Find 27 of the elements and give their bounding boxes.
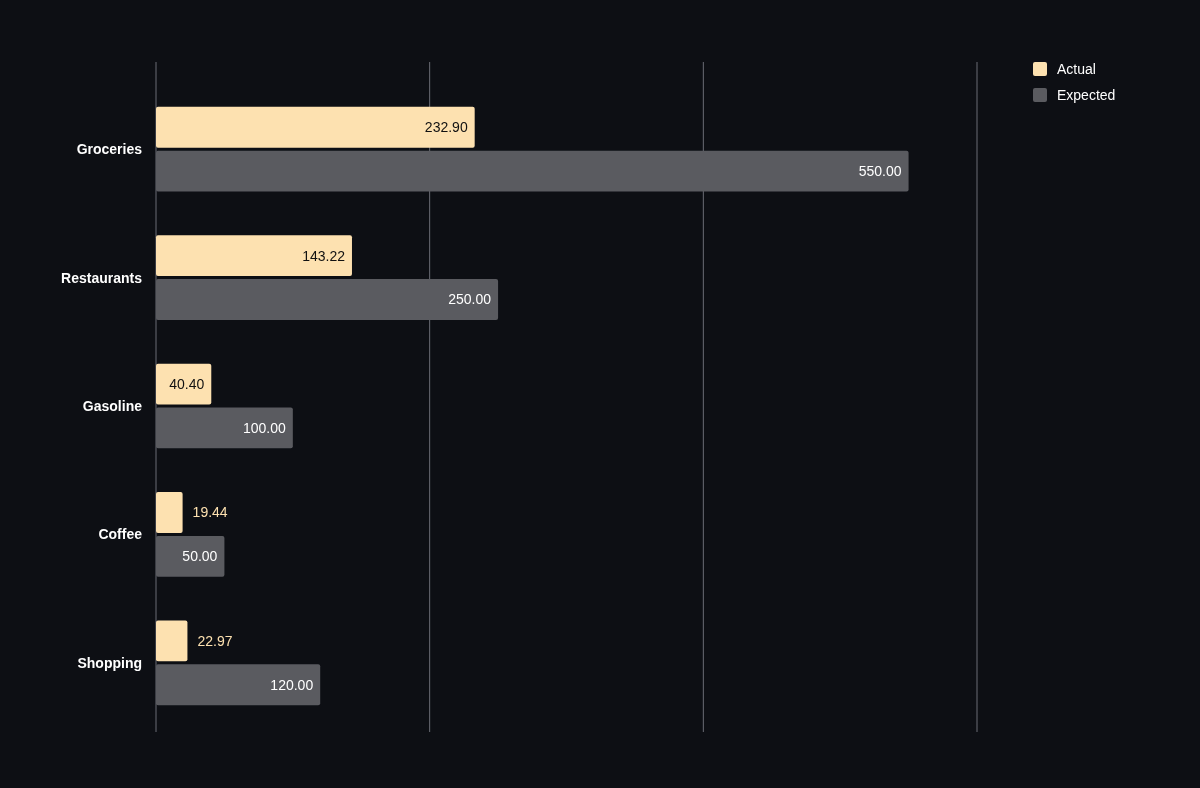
bar: [156, 664, 321, 706]
bar: [156, 363, 212, 405]
bar: [156, 150, 909, 192]
y-tick-label: Coffee: [98, 526, 143, 543]
legend-label: Expected: [1057, 86, 1116, 103]
data-label: 22.97: [197, 632, 233, 649]
bar: [156, 620, 188, 662]
data-label: 40.40: [169, 375, 205, 392]
y-tick-label: Shopping: [77, 654, 142, 671]
data-label: 232.90: [424, 119, 468, 136]
bar: [156, 492, 183, 533]
bar: [156, 535, 225, 577]
bar: [156, 407, 293, 449]
data-label: 550.00: [858, 163, 902, 180]
y-tick-label: Groceries: [76, 141, 143, 158]
data-label: 120.00: [270, 676, 314, 693]
y-tick-label: Gasoline: [82, 397, 143, 414]
data-label: 250.00: [448, 291, 492, 308]
y-tick-label: Restaurants: [61, 269, 143, 286]
bar: [156, 235, 352, 277]
bar: [156, 106, 475, 148]
data-label: 143.22: [302, 247, 346, 264]
data-label: 50.00: [182, 548, 218, 565]
legend-label: Actual: [1057, 60, 1096, 77]
bar: [156, 279, 499, 320]
data-label: 19.44: [192, 504, 228, 521]
data-label: 100.00: [243, 419, 287, 436]
